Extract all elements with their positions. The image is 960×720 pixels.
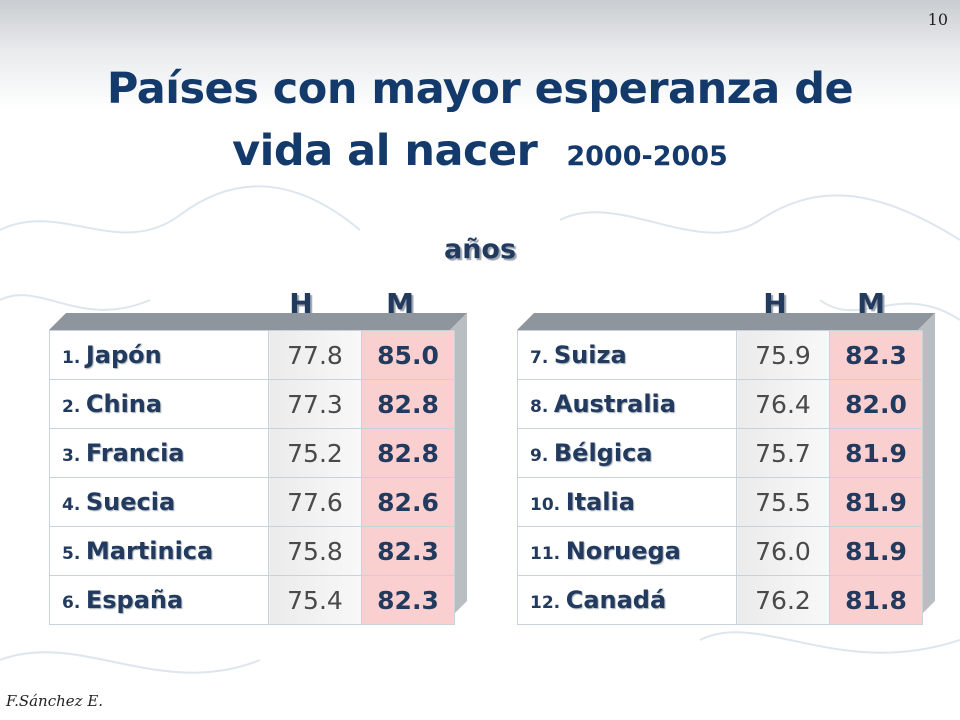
title-line-1: Países con mayor esperanza de xyxy=(106,64,854,114)
table-depth-top xyxy=(517,313,935,330)
female-value: 82.6 xyxy=(361,477,455,527)
male-value: 75.9 xyxy=(736,330,830,380)
female-value: 82.3 xyxy=(829,330,923,380)
female-value: 81.8 xyxy=(829,575,923,625)
male-value: 75.5 xyxy=(736,477,830,527)
page-number: 10 xyxy=(927,10,948,29)
title-line-2: vida al nacer 2000-2005 xyxy=(40,120,920,188)
rank-label: 1. xyxy=(62,348,81,368)
female-value: 85.0 xyxy=(361,330,455,380)
country-cell: 3. Francia xyxy=(49,428,269,478)
male-value: 76.0 xyxy=(736,526,830,576)
rank-label: 4. xyxy=(62,495,81,515)
country-cell: 6. España xyxy=(49,575,269,625)
country-name: Italia xyxy=(565,488,635,516)
country-cell: 12. Canadá xyxy=(517,575,737,625)
rank-label: 2. xyxy=(62,397,81,417)
male-value: 75.2 xyxy=(268,428,362,478)
table-row: 6. España 75.4 82.3 xyxy=(49,575,455,625)
country-name: Noruega xyxy=(565,537,681,565)
male-value: 76.4 xyxy=(736,379,830,429)
left-table: 1. Japón 77.8 85.0 2. China 77.3 82.8 3.… xyxy=(49,330,455,625)
female-value: 82.0 xyxy=(829,379,923,429)
female-value: 81.9 xyxy=(829,428,923,478)
slide-title: Países con mayor esperanza de vida al na… xyxy=(40,58,920,188)
table-row: 1. Japón 77.8 85.0 xyxy=(49,330,455,380)
rank-label: 6. xyxy=(62,593,81,613)
country-name: Bélgica xyxy=(553,439,653,467)
title-years: 2000-2005 xyxy=(566,141,728,172)
female-value: 81.9 xyxy=(829,526,923,576)
country-name: Suecia xyxy=(85,488,176,516)
country-cell: 7. Suiza xyxy=(517,330,737,380)
left-table-block: 1. Japón 77.8 85.0 2. China 77.3 82.8 3.… xyxy=(49,313,467,625)
country-cell: 2. China xyxy=(49,379,269,429)
table-depth-top xyxy=(49,313,467,330)
rank-label: 3. xyxy=(62,446,81,466)
table-row: 8. Australia 76.4 82.0 xyxy=(517,379,923,429)
rank-label: 12. xyxy=(530,593,561,613)
table-row: 9. Bélgica 75.7 81.9 xyxy=(517,428,923,478)
country-cell: 8. Australia xyxy=(517,379,737,429)
country-name: Suiza xyxy=(553,341,627,369)
unit-label: años xyxy=(443,234,517,265)
right-table: 7. Suiza 75.9 82.3 8. Australia 76.4 82.… xyxy=(517,330,923,625)
author-credit: F.Sánchez E. xyxy=(6,692,104,710)
right-header-h: H xyxy=(763,287,787,320)
country-cell: 9. Bélgica xyxy=(517,428,737,478)
table-row: 10. Italia 75.5 81.9 xyxy=(517,477,923,527)
title-line-2-text: vida al nacer xyxy=(232,126,538,176)
table-row: 2. China 77.3 82.8 xyxy=(49,379,455,429)
table-row: 11. Noruega 76.0 81.9 xyxy=(517,526,923,576)
country-name: Martinica xyxy=(85,537,214,565)
male-value: 75.4 xyxy=(268,575,362,625)
male-value: 75.7 xyxy=(736,428,830,478)
country-name: Francia xyxy=(85,439,185,467)
female-value: 82.8 xyxy=(361,379,455,429)
table-row: 7. Suiza 75.9 82.3 xyxy=(517,330,923,380)
rank-label: 7. xyxy=(530,348,549,368)
rank-label: 10. xyxy=(530,495,561,515)
table-row: 4. Suecia 77.6 82.6 xyxy=(49,477,455,527)
table-row: 3. Francia 75.2 82.8 xyxy=(49,428,455,478)
country-name: Japón xyxy=(85,341,162,369)
country-cell: 10. Italia xyxy=(517,477,737,527)
rank-label: 5. xyxy=(62,544,81,564)
country-name: China xyxy=(85,390,163,418)
country-name: Australia xyxy=(553,390,676,418)
country-cell: 1. Japón xyxy=(49,330,269,380)
rank-label: 8. xyxy=(530,397,549,417)
male-value: 77.8 xyxy=(268,330,362,380)
female-value: 82.8 xyxy=(361,428,455,478)
country-name: España xyxy=(85,586,184,614)
female-value: 82.3 xyxy=(361,526,455,576)
male-value: 77.3 xyxy=(268,379,362,429)
male-value: 75.8 xyxy=(268,526,362,576)
rank-label: 11. xyxy=(530,544,561,564)
female-value: 81.9 xyxy=(829,477,923,527)
table-row: 12. Canadá 76.2 81.8 xyxy=(517,575,923,625)
country-cell: 5. Martinica xyxy=(49,526,269,576)
country-name: Canadá xyxy=(565,586,667,614)
country-cell: 11. Noruega xyxy=(517,526,737,576)
rank-label: 9. xyxy=(530,446,549,466)
male-value: 77.6 xyxy=(268,477,362,527)
male-value: 76.2 xyxy=(736,575,830,625)
table-row: 5. Martinica 75.8 82.3 xyxy=(49,526,455,576)
right-table-block: 7. Suiza 75.9 82.3 8. Australia 76.4 82.… xyxy=(517,313,935,625)
header-gradient xyxy=(0,0,960,110)
female-value: 82.3 xyxy=(361,575,455,625)
left-header-h: H xyxy=(289,287,313,320)
country-cell: 4. Suecia xyxy=(49,477,269,527)
